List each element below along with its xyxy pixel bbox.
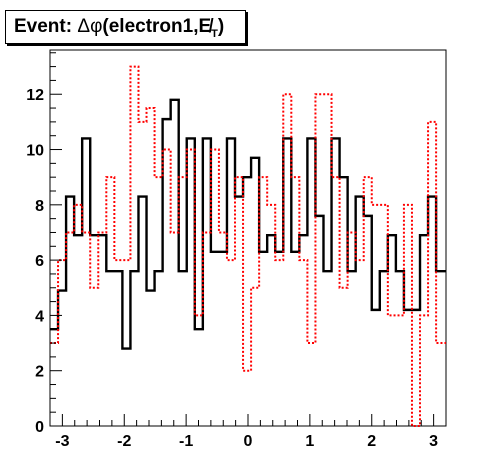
x-tick-label: -1 [179, 433, 193, 450]
series-2-step-line [50, 65, 446, 427]
x-tick-label: -2 [117, 433, 131, 450]
x-tick-label: 0 [244, 433, 253, 450]
x-tick-label: -3 [55, 433, 69, 450]
y-tick-label: 2 [35, 364, 44, 381]
title-met-sub: T [211, 27, 218, 40]
title-args: (electron1, [102, 16, 199, 37]
title-met: E̸ [198, 16, 212, 37]
x-tick-label: 2 [367, 433, 376, 450]
y-tick-label: 12 [26, 87, 44, 104]
title-close: ) [217, 16, 225, 37]
title-box: Event: Δφ(electron1,E̸T) [5, 10, 246, 44]
title-phi: φ [90, 16, 103, 37]
y-tick-label: 0 [35, 419, 44, 436]
x-tick-label: 1 [305, 433, 314, 450]
y-tick-label: 8 [35, 198, 44, 215]
title-prefix: Event: [14, 16, 78, 37]
y-tick-label: 4 [35, 308, 44, 325]
chart-title: Event: Δφ(electron1,E̸T) [14, 16, 224, 40]
title-delta: Δ [77, 16, 91, 37]
plot-frame [49, 49, 447, 427]
y-tick-label: 6 [35, 253, 44, 270]
x-tick-label: 3 [429, 433, 438, 450]
series-1-step-line [50, 98, 446, 350]
y-tick-label: 10 [26, 143, 44, 160]
